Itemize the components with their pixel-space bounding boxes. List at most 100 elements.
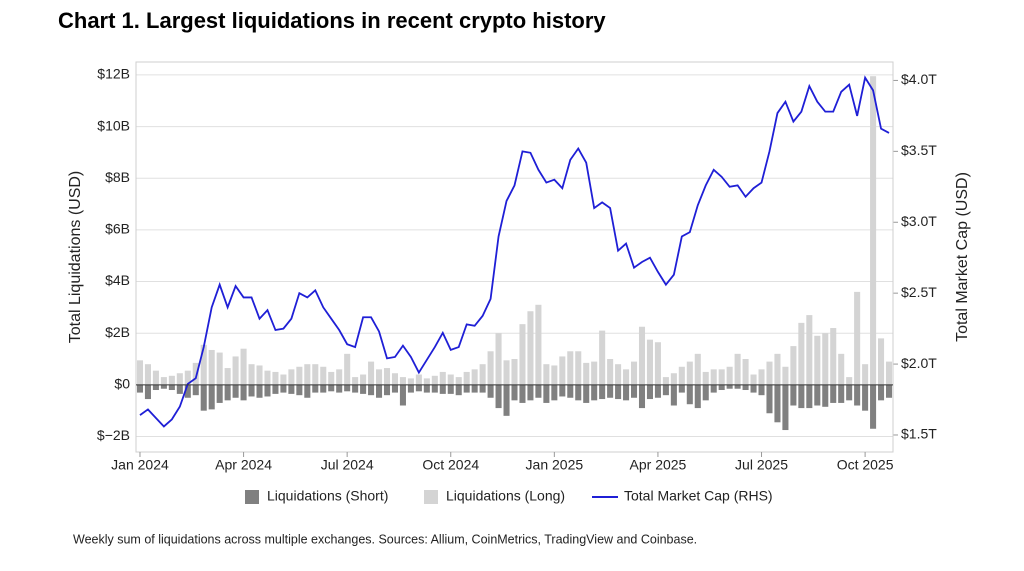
y-tick-label: $8B — [105, 169, 130, 185]
bar — [439, 371, 446, 385]
bar — [471, 384, 478, 393]
bar — [320, 366, 327, 385]
bar — [304, 364, 311, 385]
bar — [264, 370, 271, 385]
bar — [208, 384, 215, 410]
bar — [798, 322, 805, 385]
bar — [551, 384, 558, 401]
bar — [885, 384, 893, 398]
bar — [415, 374, 422, 385]
bar — [176, 373, 183, 385]
bar — [567, 351, 574, 385]
bar — [519, 324, 526, 385]
y-axis-title: Total Liquidations (USD) — [67, 171, 84, 344]
bar — [607, 384, 614, 398]
bar — [352, 384, 359, 393]
bar — [535, 384, 542, 398]
bar — [885, 361, 893, 385]
chart-title: Chart 1. Largest liquidations in recent … — [58, 8, 606, 33]
bar — [280, 374, 287, 385]
bar — [678, 384, 685, 393]
bar — [654, 384, 661, 398]
bar — [168, 384, 175, 391]
bar — [718, 384, 725, 391]
bar — [782, 384, 789, 431]
bar — [272, 384, 279, 394]
bar — [368, 384, 375, 396]
bar — [224, 368, 231, 385]
bar — [638, 384, 646, 409]
bar — [192, 384, 199, 396]
bar — [176, 384, 183, 394]
bar — [439, 384, 446, 394]
bar — [431, 375, 438, 385]
bar — [670, 384, 677, 406]
bar — [846, 377, 853, 385]
bar — [527, 311, 534, 385]
bar — [463, 371, 470, 385]
bar — [256, 365, 263, 385]
bar — [192, 362, 199, 385]
y2-tick-label: $3.5T — [901, 142, 937, 158]
bar — [360, 374, 367, 385]
bar — [646, 339, 653, 385]
bar — [423, 378, 430, 385]
bar — [575, 384, 582, 401]
bar — [591, 361, 598, 385]
x-tick-label: Jul 2025 — [735, 457, 788, 473]
bar — [352, 377, 359, 385]
y2-tick-label: $1.5T — [901, 426, 937, 442]
bar — [360, 384, 367, 394]
bar — [790, 346, 797, 385]
bar — [798, 384, 805, 409]
bar — [144, 384, 151, 400]
bar — [288, 384, 295, 394]
bar — [280, 384, 287, 393]
bar — [662, 377, 669, 385]
bar — [838, 384, 845, 403]
bar — [168, 375, 175, 385]
bar — [846, 384, 853, 401]
x-tick-label: Oct 2025 — [837, 457, 894, 473]
bar — [694, 353, 701, 385]
bar — [830, 384, 837, 403]
bar — [256, 384, 263, 398]
bar — [702, 384, 709, 401]
bar — [878, 384, 885, 401]
bar — [312, 364, 319, 385]
bar — [296, 384, 303, 396]
bar — [383, 368, 391, 385]
bar — [431, 384, 438, 393]
bar — [160, 377, 167, 385]
bar — [232, 384, 239, 398]
bar — [224, 384, 231, 401]
y-tick-label: $6B — [105, 221, 130, 237]
bar — [710, 384, 717, 393]
bar — [216, 384, 223, 403]
bar — [336, 384, 343, 393]
bar — [376, 384, 383, 398]
bar — [383, 384, 391, 396]
x-tick-label: Oct 2024 — [422, 457, 479, 473]
bar — [535, 304, 542, 385]
bar — [415, 384, 422, 392]
bar — [630, 384, 638, 398]
bar — [599, 384, 606, 400]
bar — [662, 384, 669, 396]
bar — [623, 369, 630, 385]
bar — [328, 371, 335, 385]
y-tick-label: $2B — [105, 324, 130, 340]
bar — [599, 330, 606, 385]
bar — [144, 364, 151, 385]
y-tick-label: $0 — [114, 376, 130, 392]
bar — [216, 352, 223, 385]
bar — [583, 362, 590, 385]
y2-tick-label: $3.0T — [901, 213, 937, 229]
bar — [822, 333, 829, 385]
bar — [160, 384, 167, 389]
bar — [184, 384, 191, 398]
bar — [511, 384, 518, 401]
bar — [312, 384, 319, 393]
bar — [240, 348, 247, 385]
